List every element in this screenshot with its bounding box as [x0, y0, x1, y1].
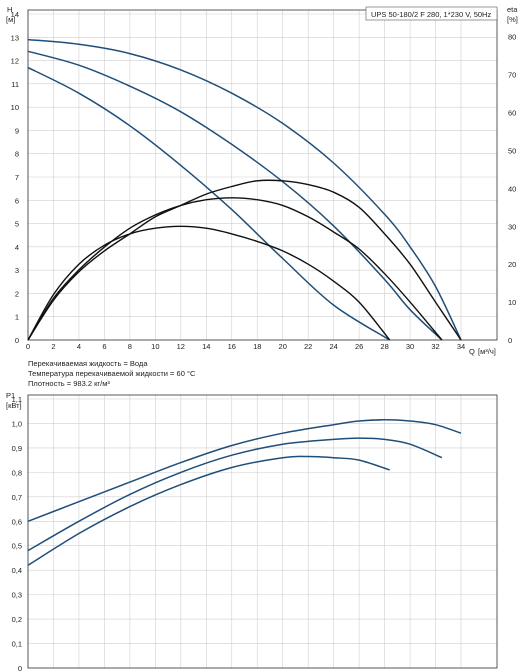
- x-tick-label: 18: [253, 342, 261, 351]
- tick-labels: 0 2 4 6 8 10 12 14 16 18 20 22 24 26 28 30 32 34012345678…: [11, 10, 517, 672]
- head-axis-label: H: [7, 5, 12, 14]
- x-tick-label: 2: [51, 342, 55, 351]
- eta-tick-label: 0: [508, 336, 512, 345]
- note-temperature: Температура перекачиваемой жидкости = 60…: [28, 369, 196, 378]
- x-tick-label: 4: [77, 342, 81, 351]
- head-tick-label: 9: [15, 126, 19, 135]
- note-fluid: Перекачиваемая жидкость = Вода: [28, 359, 148, 368]
- efficiency-curve-5: [27, 225, 391, 341]
- x-tick-label: 14: [202, 342, 210, 351]
- power-axis-unit: [кВт]: [6, 401, 22, 410]
- model-label: UPS 50-180/2 F 280, 1*230 V, 50Hz: [371, 10, 491, 19]
- power-curve-0: [27, 419, 462, 522]
- power-axis-label: P1: [6, 391, 15, 400]
- eta-tick-label: 30: [508, 222, 516, 231]
- model-box: [365, 6, 498, 21]
- eta-tick-label: 80: [508, 33, 516, 42]
- x-tick-label: 32: [431, 342, 439, 351]
- head-tick-label: 4: [15, 243, 19, 252]
- head-tick-label: 3: [15, 266, 19, 275]
- power-chart-grid: [27, 394, 498, 669]
- head-tick-label: 14: [11, 10, 19, 19]
- x-tick-label: 12: [177, 342, 185, 351]
- power-tick-label: 0,4: [12, 566, 22, 575]
- head-curve-2: [27, 66, 391, 341]
- power-tick-label: 0: [18, 664, 22, 672]
- power-tick-label: 0,9: [12, 444, 22, 453]
- x-tick-label: 26: [355, 342, 363, 351]
- head-tick-label: 6: [15, 196, 19, 205]
- head-chart-grid: [27, 9, 498, 341]
- flow-axis-label: Q: [469, 347, 475, 356]
- eta-tick-label: 20: [508, 260, 516, 269]
- x-tick-label: 6: [102, 342, 106, 351]
- x-tick-label: 8: [128, 342, 132, 351]
- power-curve-1: [27, 437, 443, 552]
- power-chart-series: [27, 419, 462, 566]
- eta-axis-unit: [%]: [507, 15, 518, 24]
- eta-tick-label: 50: [508, 146, 516, 155]
- power-tick-label: 0,5: [12, 542, 22, 551]
- power-tick-label: 0,3: [12, 591, 22, 600]
- head-tick-label: 12: [11, 57, 19, 66]
- head-tick-label: 0: [15, 336, 19, 345]
- x-tick-label: 28: [380, 342, 388, 351]
- efficiency-curve-4: [27, 197, 443, 341]
- eta-axis-label: eta: [507, 5, 518, 14]
- x-tick-label: 22: [304, 342, 312, 351]
- head-tick-label: 7: [15, 173, 19, 182]
- x-tick-label: 34: [457, 342, 465, 351]
- head-tick-label: 5: [15, 220, 19, 229]
- power-tick-label: 1,1: [12, 395, 22, 404]
- note-density: Плотность = 983.2 кг/м³: [28, 379, 110, 388]
- head-tick-label: 8: [15, 150, 19, 159]
- head-tick-label: 2: [15, 289, 19, 298]
- power-tick-label: 0,6: [12, 517, 22, 526]
- efficiency-curve-3: [27, 179, 462, 341]
- flow-axis-unit: [м³/ч]: [478, 347, 496, 356]
- eta-tick-label: 40: [508, 184, 516, 193]
- eta-tick-label: 10: [508, 298, 516, 307]
- power-tick-label: 0,1: [12, 640, 22, 649]
- head-tick-label: 10: [11, 103, 19, 112]
- eta-tick-label: 70: [508, 71, 516, 80]
- head-tick-label: 11: [11, 80, 19, 89]
- power-tick-label: 0,8: [12, 468, 22, 477]
- head-curve-0: [27, 38, 462, 341]
- power-tick-label: 1,0: [12, 419, 22, 428]
- power-tick-label: 0,7: [12, 493, 22, 502]
- head-curve-1: [27, 50, 443, 341]
- eta-tick-label: 60: [508, 109, 516, 118]
- x-tick-label: 24: [329, 342, 337, 351]
- head-tick-label: 13: [11, 33, 19, 42]
- x-tick-label: 0: [26, 342, 30, 351]
- power-plot-frame: [27, 394, 498, 669]
- power-curve-2: [27, 455, 390, 566]
- x-tick-label: 16: [228, 342, 236, 351]
- head-axis-unit: [м]: [6, 15, 15, 24]
- x-tick-label: 20: [279, 342, 287, 351]
- head-plot-frame: [27, 9, 498, 341]
- head-tick-label: 1: [15, 313, 19, 322]
- x-tick-label: 30: [406, 342, 414, 351]
- head-chart-series: [27, 38, 462, 341]
- power-tick-label: 0,2: [12, 615, 22, 624]
- x-tick-label: 10: [151, 342, 159, 351]
